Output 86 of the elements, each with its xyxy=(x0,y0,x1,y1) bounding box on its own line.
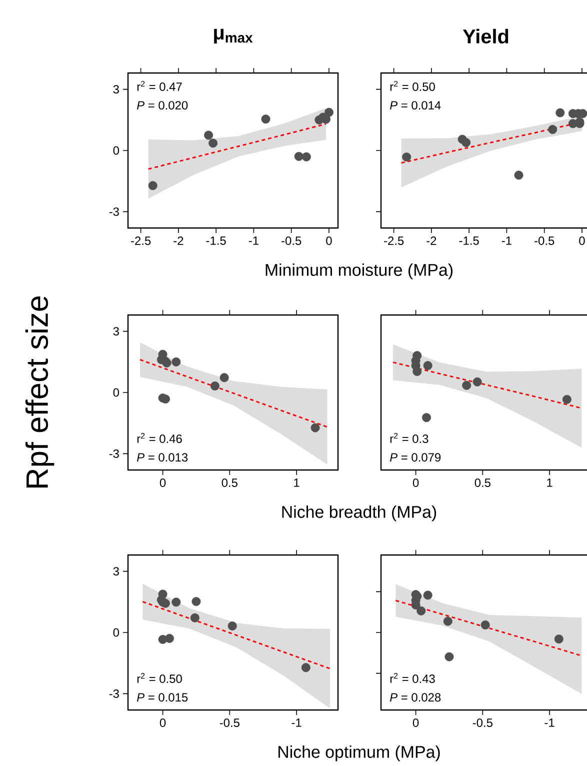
x-tick-label: 1 xyxy=(294,478,300,487)
y-tick-label: -3 xyxy=(109,689,119,698)
point xyxy=(443,616,452,626)
x-tick-label: -2.5 xyxy=(384,236,404,245)
y-axis-title: Rpf effect size xyxy=(25,296,54,488)
point xyxy=(422,413,431,422)
point xyxy=(164,634,174,643)
annotation: r$^{2}$ = 0.43 xyxy=(390,673,435,684)
point xyxy=(261,114,270,124)
point xyxy=(190,613,200,622)
x-axis-title: Niche optimum (MPa) xyxy=(278,746,440,762)
x-tick-label: 0 xyxy=(579,236,585,245)
point xyxy=(204,130,214,140)
x-tick-label: 0 xyxy=(412,478,419,487)
x-axis-title: Niche breadth (MPa) xyxy=(282,506,436,522)
y-tick-label: -3 xyxy=(109,207,119,216)
y-tick-label: 3 xyxy=(113,567,119,576)
x-tick-label: -0.5 xyxy=(220,718,240,727)
point xyxy=(423,590,432,600)
annotation: r$^{2}$ = 0.3 xyxy=(390,432,428,444)
point xyxy=(228,621,237,630)
y-tick-label: 3 xyxy=(113,85,119,94)
annotation: P = 0.013 xyxy=(136,453,188,462)
x-tick-label: -1.5 xyxy=(459,236,479,245)
x-tick-label: -1 xyxy=(248,236,258,245)
point xyxy=(462,138,471,148)
y-tick-label: 0 xyxy=(113,628,120,637)
x-tick-label: -0.5 xyxy=(472,718,492,727)
point xyxy=(554,634,564,644)
annotation: r$^{2}$ = 0.46 xyxy=(137,433,182,444)
annotation: r$^{2}$ = 0.47 xyxy=(137,80,182,91)
x-tick-label: -2 xyxy=(174,236,184,245)
x-tick-label: 0 xyxy=(160,718,166,727)
point xyxy=(324,108,334,117)
x-tick-label: 0 xyxy=(160,478,166,487)
y-tick-label: 3 xyxy=(113,327,119,336)
annotation: r$^{2}$ = 0.50 xyxy=(137,673,182,684)
x-tick-label: 1 xyxy=(547,478,552,487)
x-tick-label: 0.5 xyxy=(222,478,238,487)
point xyxy=(472,377,482,386)
annotation: P = 0.020 xyxy=(136,101,188,110)
point xyxy=(301,663,310,672)
annotation: P = 0.014 xyxy=(390,101,441,110)
point xyxy=(208,138,218,148)
chart-title: Yield xyxy=(462,28,508,44)
point xyxy=(402,152,412,162)
x-tick-label: -1 xyxy=(502,236,512,245)
point xyxy=(192,597,201,606)
point xyxy=(514,170,524,180)
point xyxy=(480,620,490,630)
point xyxy=(462,380,472,390)
annotation: P = 0.028 xyxy=(390,693,441,702)
point xyxy=(444,652,454,662)
x-tick-label: -2.5 xyxy=(131,236,151,245)
point xyxy=(416,606,426,616)
point xyxy=(562,394,572,404)
y-tick-label: -3 xyxy=(109,449,119,458)
x-tick-label: 0 xyxy=(326,236,332,245)
x-tick-label: -0.5 xyxy=(534,236,554,245)
point xyxy=(220,373,229,382)
point xyxy=(148,181,158,190)
point xyxy=(556,108,565,118)
chart-title: μ$_{max}$ xyxy=(214,28,253,44)
annotation: P = 0.015 xyxy=(136,693,188,702)
point xyxy=(302,152,311,162)
x-tick-label: 0 xyxy=(412,718,419,727)
line-series xyxy=(139,358,328,428)
x-axis-title: Minimum moisture (MPa) xyxy=(266,264,452,280)
annotation: P = 0.079 xyxy=(390,453,441,462)
point xyxy=(172,598,181,607)
y-tick-label: 0 xyxy=(113,146,120,155)
x-tick-label: 0.5 xyxy=(474,478,490,487)
y-tick-label: 0 xyxy=(113,388,120,397)
x-tick-label: -2 xyxy=(426,236,436,245)
point xyxy=(412,366,422,376)
annotation: r$^{2}$ = 0.50 xyxy=(390,80,435,91)
x-tick-label: -1 xyxy=(544,718,554,727)
x-tick-label: -1.5 xyxy=(206,236,226,245)
x-tick-label: -1 xyxy=(292,718,302,727)
point xyxy=(294,152,304,161)
point xyxy=(548,124,558,134)
point xyxy=(310,423,320,432)
x-tick-label: -0.5 xyxy=(282,236,302,245)
point xyxy=(210,381,220,390)
point xyxy=(423,361,432,370)
point xyxy=(172,357,181,366)
